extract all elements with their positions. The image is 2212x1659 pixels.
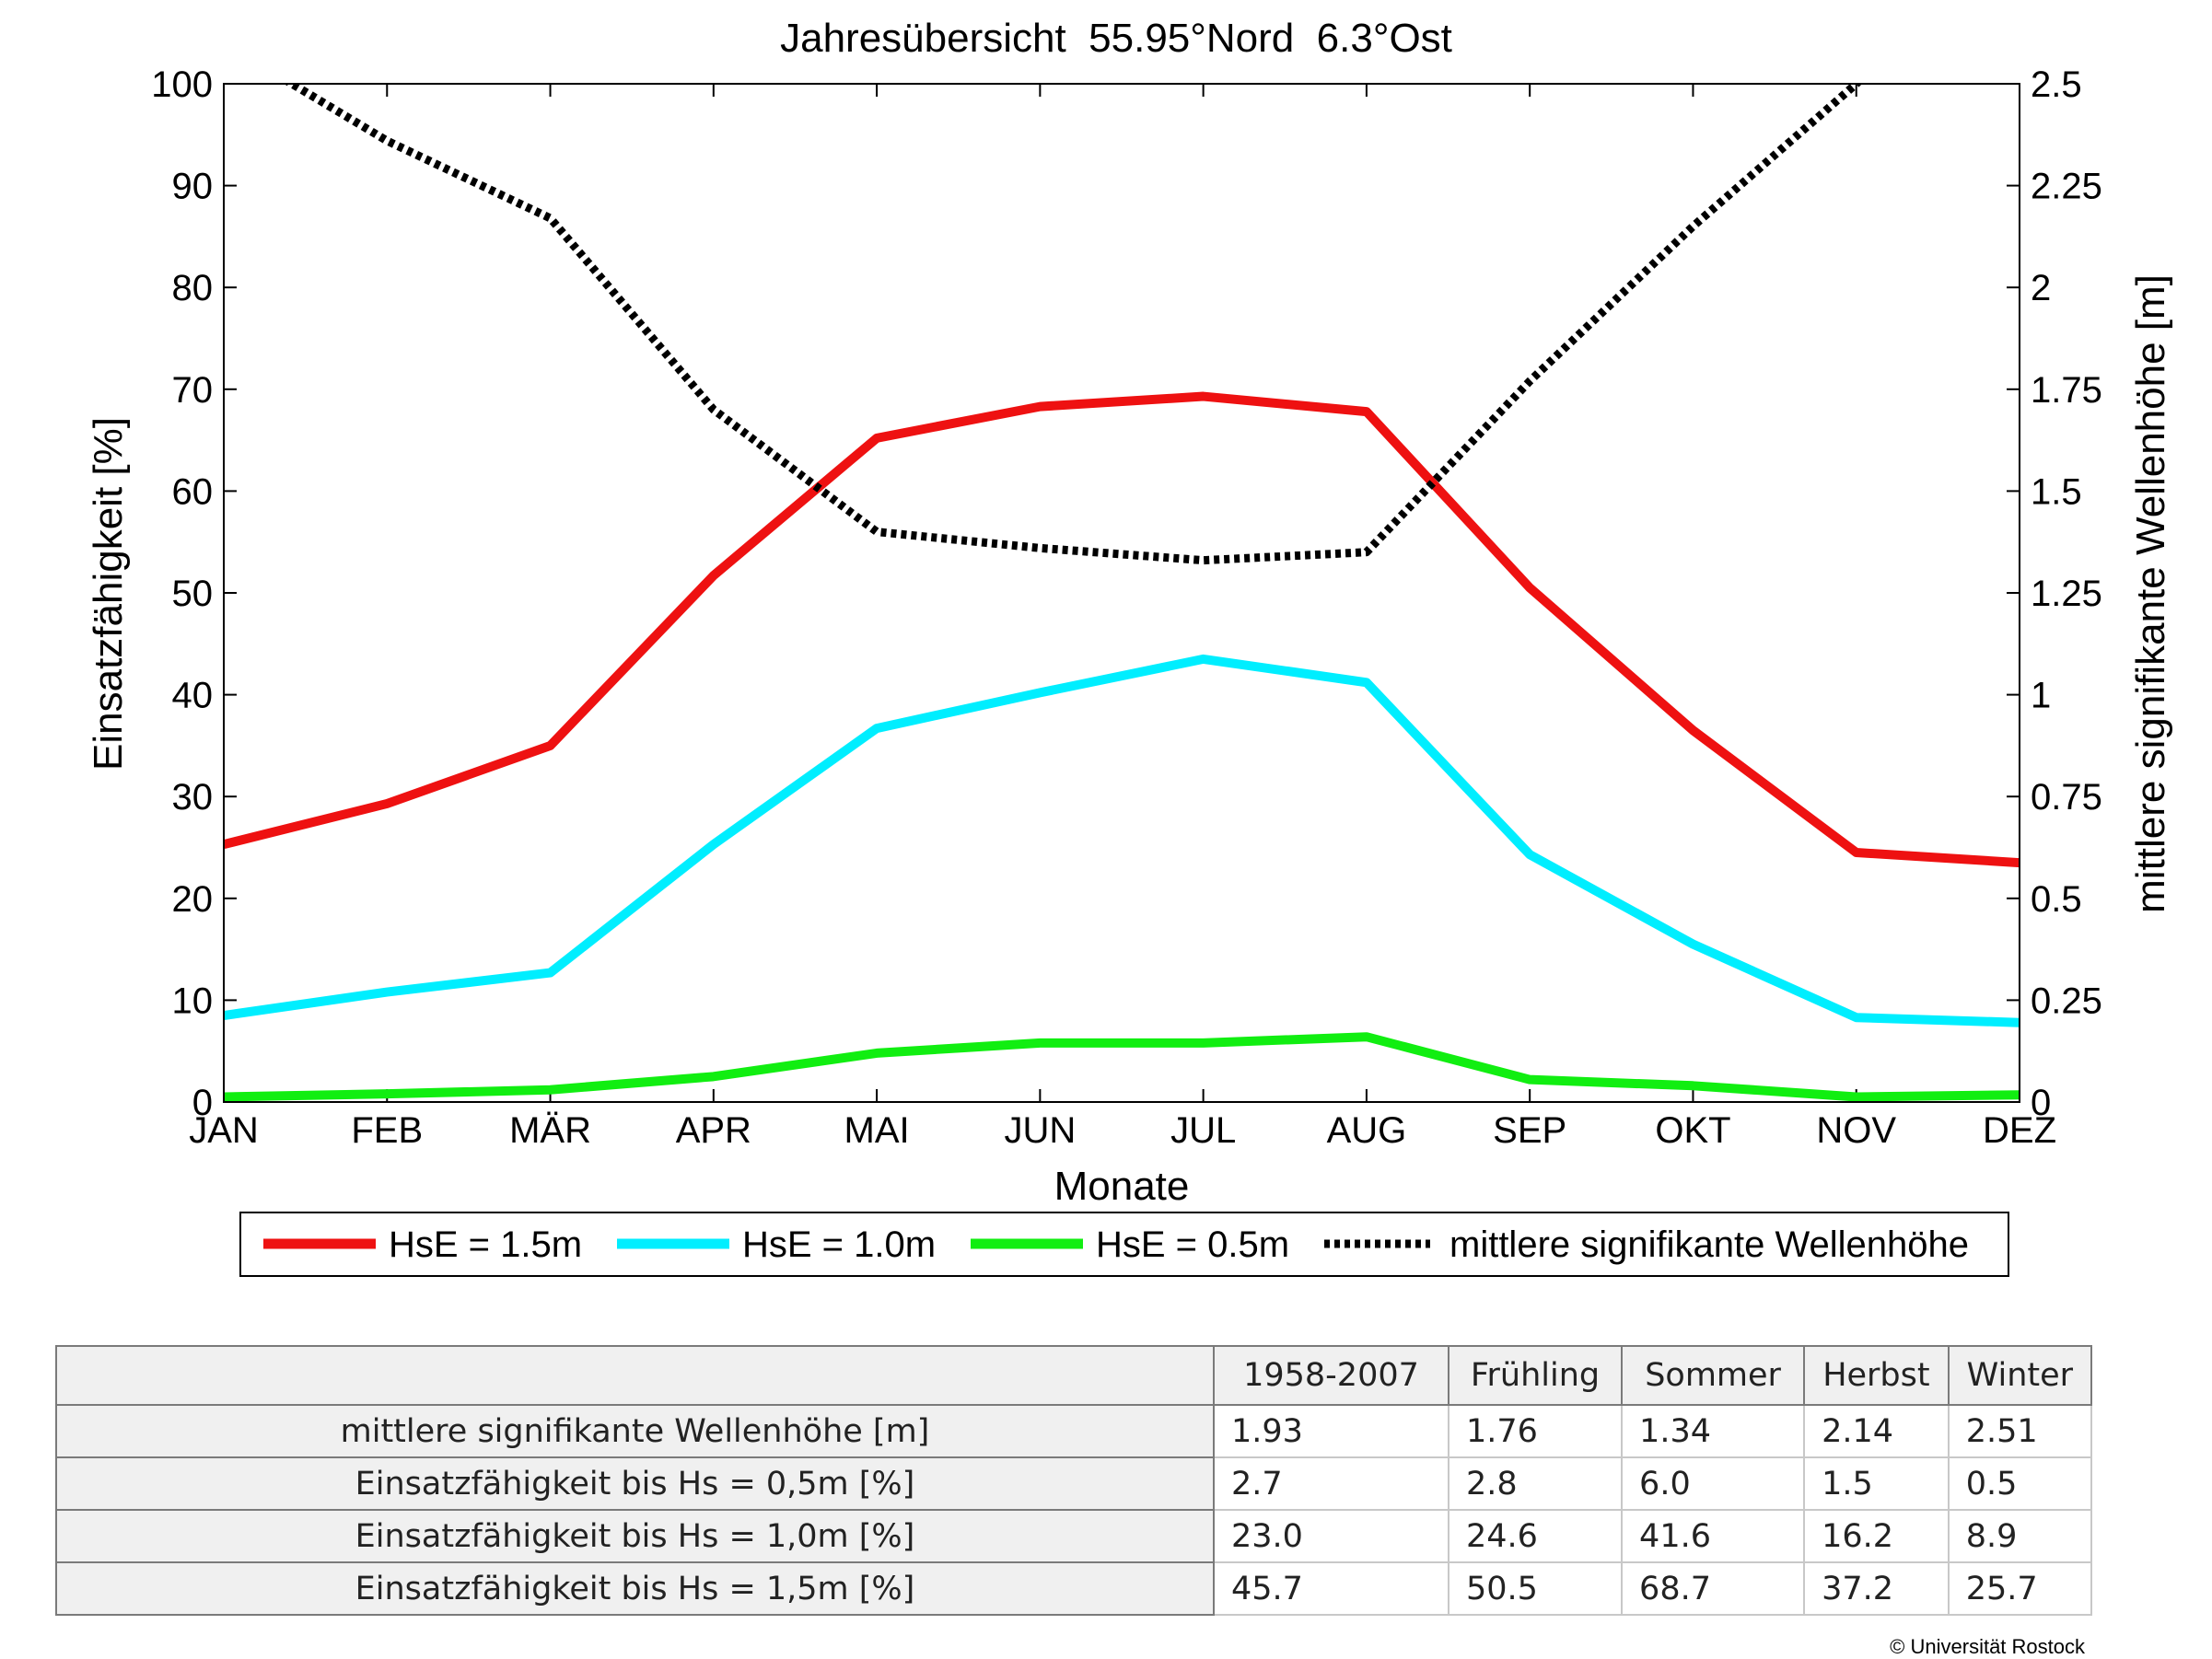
y2-tick-label: 1 xyxy=(2031,676,2051,716)
y-tick-label: 30 xyxy=(172,777,214,818)
table-cell: 37.2 xyxy=(1803,1561,1950,1616)
y2-tick-label: 1.75 xyxy=(2031,370,2102,411)
copyright-note: © Universität Rostock xyxy=(1890,1635,2085,1658)
y-axis-right-label: mittlere signifikante Wellenhöhe [m] xyxy=(2128,274,2173,913)
table-cell: 68.7 xyxy=(1621,1561,1806,1616)
series-line xyxy=(224,1032,2020,1102)
y2-tick-label: 0.75 xyxy=(2031,777,2102,818)
table-cell: 0.5 xyxy=(1947,1456,2093,1511)
plot-area xyxy=(224,84,2020,1102)
table-cell: 6.0 xyxy=(1621,1456,1806,1511)
col-header-period: 1958-2007 xyxy=(1213,1345,1449,1406)
table-cell: 45.7 xyxy=(1213,1561,1449,1616)
col-header-winter: Winter xyxy=(1947,1345,2093,1406)
x-tick-label: JUL xyxy=(1170,1110,1236,1151)
table-cell: 1.93 xyxy=(1213,1404,1449,1458)
y2-tick-label: 2.25 xyxy=(2031,167,2102,207)
y-tick-label: 0 xyxy=(192,1083,213,1123)
y-tick-label: 50 xyxy=(172,574,214,614)
row-label: Einsatzfähigkeit bis Hs = 0,5m [%] xyxy=(55,1456,1215,1511)
y-tick-label: 100 xyxy=(151,64,213,105)
series-line xyxy=(284,84,1863,565)
col-header-autumn: Herbst xyxy=(1803,1345,1950,1406)
col-header-spring: Frühling xyxy=(1447,1345,1624,1406)
x-tick-label: NOV xyxy=(1816,1110,1896,1151)
table-cell: 8.9 xyxy=(1947,1509,2093,1563)
table-cell: 2.14 xyxy=(1803,1404,1950,1458)
legend-label: HsE = 1.5m xyxy=(389,1224,582,1265)
y-tick-label: 10 xyxy=(172,980,214,1021)
legend-label: mittlere signifikante Wellenhöhe xyxy=(1449,1224,1969,1265)
table-cell: 23.0 xyxy=(1213,1509,1449,1563)
x-tick-label: SEP xyxy=(1493,1110,1566,1151)
table-cell: 41.6 xyxy=(1621,1509,1806,1563)
row-label: Einsatzfähigkeit bis Hs = 1,5m [%] xyxy=(55,1561,1215,1616)
row-label: mittlere signifikante Wellenhöhe [m] xyxy=(55,1404,1215,1458)
y-axis-left: 0 10 20 30 40 50 60 70 80 90 100 xyxy=(151,64,237,1123)
x-tick-label: FEB xyxy=(351,1110,423,1151)
y-axis-right: 0 0.25 0.5 0.75 1 1.25 1.5 1.75 2 2.25 2.5 xyxy=(2007,64,2102,1123)
y2-tick-label: 1.25 xyxy=(2031,574,2102,614)
table-cell: 2.7 xyxy=(1213,1456,1449,1511)
table-cell: 16.2 xyxy=(1803,1509,1950,1563)
legend-label: HsE = 0.5m xyxy=(1096,1224,1289,1265)
y2-tick-label: 0.25 xyxy=(2031,980,2102,1021)
table-cell: 1.5 xyxy=(1803,1456,1950,1511)
y-tick-label: 20 xyxy=(172,879,214,920)
table-cell: 2.51 xyxy=(1947,1404,2093,1458)
row-label: Einsatzfähigkeit bis Hs = 1,0m [%] xyxy=(55,1509,1215,1563)
y-tick-label: 90 xyxy=(172,167,214,207)
plot-frame xyxy=(223,83,2020,1103)
legend: HsE = 1.5m HsE = 1.0m HsE = 0.5m mittlere s… xyxy=(239,1212,2009,1277)
table-header-row: 1958-2007 Frühling Sommer Herbst Winter xyxy=(55,1345,2093,1406)
x-axis-label: Monate xyxy=(1054,1164,1190,1209)
x-tick-label: JAN xyxy=(189,1110,259,1151)
table-cell: 1.76 xyxy=(1447,1404,1624,1458)
y2-tick-label: 0.5 xyxy=(2031,879,2082,920)
chart-figure: Jahresübersicht 55.95°Nord 6.3°Ost JAN FE… xyxy=(86,16,2173,1277)
y2-tick-label: 0 xyxy=(2031,1083,2051,1123)
y-axis-left-label: Einsatzfähigkeit [%] xyxy=(86,417,131,771)
series-line xyxy=(224,391,2020,868)
table-row: mittlere signifikante Wellenhöhe [m] 1.9… xyxy=(55,1404,2093,1458)
table-cell: 25.7 xyxy=(1947,1561,2093,1616)
table-row: Einsatzfähigkeit bis Hs = 1,0m [%] 23.0 … xyxy=(55,1509,2093,1563)
x-axis: JAN FEB MÄR APR MAI JUN JUL AUG SEP OKT NOV DEZ xyxy=(189,84,2056,1151)
y-tick-label: 80 xyxy=(172,268,214,308)
table-row: Einsatzfähigkeit bis Hs = 1,5m [%] 45.7 … xyxy=(55,1561,2093,1616)
legend-box xyxy=(239,1212,2009,1277)
y2-tick-label: 2.5 xyxy=(2031,64,2082,105)
summary-table: 1958-2007 Frühling Sommer Herbst Winter … xyxy=(55,1345,2093,1616)
chart-title: Jahresübersicht 55.95°Nord 6.3°Ost xyxy=(780,16,1452,61)
y-tick-label: 40 xyxy=(172,676,214,716)
col-header-summer: Sommer xyxy=(1621,1345,1806,1406)
y-tick-label: 70 xyxy=(172,370,214,411)
table-cell: 24.6 xyxy=(1447,1509,1624,1563)
table-row: Einsatzfähigkeit bis Hs = 0,5m [%] 2.7 2… xyxy=(55,1456,2093,1511)
x-tick-label: OKT xyxy=(1655,1110,1730,1151)
table-cell: 2.8 xyxy=(1447,1456,1624,1511)
legend-label: HsE = 1.0m xyxy=(742,1224,936,1265)
y2-tick-label: 1.5 xyxy=(2031,471,2082,512)
table-cell: 50.5 xyxy=(1447,1561,1624,1616)
x-tick-label: JUN xyxy=(1004,1110,1076,1151)
y2-tick-label: 2 xyxy=(2031,268,2051,308)
x-tick-label: AUG xyxy=(1327,1110,1407,1151)
table-cell: 1.34 xyxy=(1621,1404,1806,1458)
series-line xyxy=(224,654,2020,1027)
x-tick-label: APR xyxy=(676,1110,751,1151)
y-tick-label: 60 xyxy=(172,471,214,512)
x-tick-label: MAI xyxy=(844,1110,910,1151)
x-tick-label: DEZ xyxy=(1983,1110,2056,1151)
x-tick-label: MÄR xyxy=(509,1110,591,1151)
table-corner-cell xyxy=(55,1345,1215,1406)
